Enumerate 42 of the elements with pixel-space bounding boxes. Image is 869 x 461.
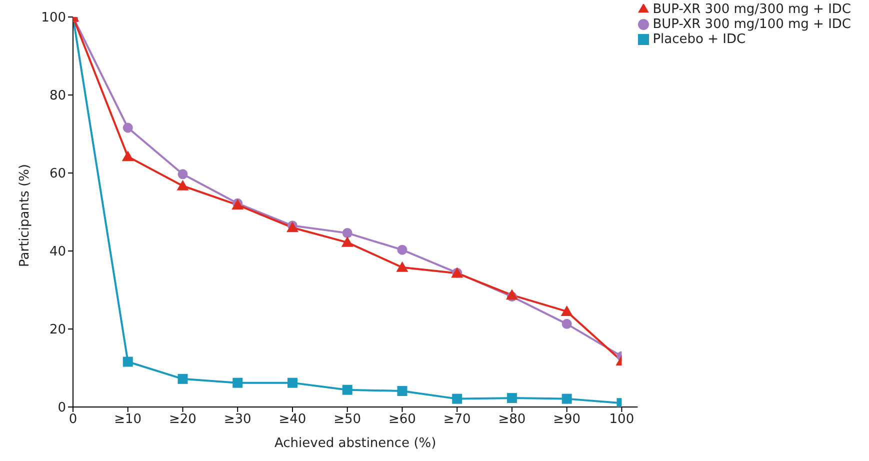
x-tick-label: ≥40 bbox=[278, 412, 306, 428]
point bbox=[122, 122, 133, 133]
point bbox=[396, 261, 408, 272]
y-tick-label: 0 bbox=[58, 400, 66, 416]
x-tick-label: ≥50 bbox=[334, 412, 362, 428]
point bbox=[341, 236, 354, 247]
x-axis-title: Achieved abstinence (%) bbox=[274, 436, 436, 451]
x-tick-label: ≥90 bbox=[553, 412, 581, 428]
point bbox=[562, 394, 572, 404]
point bbox=[176, 180, 189, 190]
y-tick-label: 40 bbox=[49, 244, 66, 260]
point bbox=[560, 305, 573, 316]
y-tick-label: 100 bbox=[41, 10, 66, 26]
point bbox=[397, 386, 408, 396]
legend-label: Placebo + IDC bbox=[652, 32, 746, 47]
x-tick-label: ≥60 bbox=[388, 412, 416, 428]
x-tick-label: 0 bbox=[68, 412, 78, 428]
point bbox=[506, 289, 518, 300]
point bbox=[342, 384, 352, 395]
y-tick-label: 20 bbox=[49, 322, 66, 338]
x-tick-label: ≥70 bbox=[443, 412, 471, 428]
x-tick-label: 100 bbox=[609, 412, 634, 428]
x-tick-label: ≥10 bbox=[114, 412, 142, 428]
y-axis-title: Participants (%) bbox=[18, 164, 33, 267]
point bbox=[122, 150, 134, 162]
y-tick-label: 80 bbox=[49, 88, 66, 104]
point bbox=[178, 374, 188, 384]
point bbox=[122, 356, 133, 367]
point bbox=[178, 169, 188, 180]
point bbox=[452, 394, 462, 404]
point bbox=[342, 228, 352, 238]
point bbox=[562, 318, 572, 329]
point bbox=[232, 378, 243, 388]
legend-label: BUP-XR 300 mg/300 mg + IDC bbox=[652, 2, 851, 17]
point bbox=[506, 393, 517, 404]
x-tick-label: ≥80 bbox=[498, 412, 526, 428]
x-tick-label: ≥30 bbox=[224, 412, 252, 428]
y-tick-label: 60 bbox=[49, 166, 66, 182]
point bbox=[397, 244, 408, 255]
point bbox=[287, 378, 298, 388]
x-tick-label: ≥20 bbox=[169, 412, 196, 428]
legend-label: BUP-XR 300 mg/100 mg + IDC bbox=[652, 17, 851, 32]
